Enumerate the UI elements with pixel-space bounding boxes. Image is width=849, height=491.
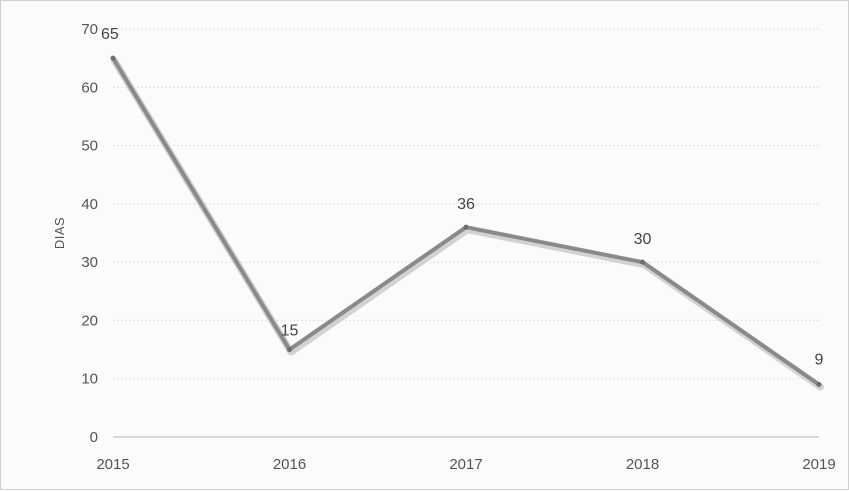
- data-point: [640, 259, 645, 265]
- data-point: [463, 224, 469, 230]
- data-point: [110, 55, 116, 61]
- x-tick-label: 2016: [273, 456, 306, 473]
- y-tick-label: 60: [81, 79, 98, 96]
- y-axis-label: DIAS: [52, 217, 67, 249]
- data-label: 30: [634, 231, 652, 248]
- y-tick-label: 50: [81, 138, 98, 155]
- y-tick-label: 40: [81, 196, 98, 213]
- y-axis-ticks: 0 10 20 30 40 50 60 70: [81, 21, 98, 446]
- series-line: [111, 56, 821, 387]
- data-label: 15: [281, 323, 299, 340]
- series-line-shadow: [111, 57, 824, 391]
- y-tick-label: 10: [81, 371, 98, 388]
- data-point: [287, 347, 292, 353]
- gridlines: [113, 28, 819, 438]
- data-label: 65: [101, 26, 119, 43]
- y-tick-label: 30: [81, 254, 98, 271]
- x-axis-ticks: 2015 2016 2017 2018 2019: [96, 456, 835, 473]
- x-tick-label: 2018: [626, 456, 659, 473]
- y-tick-label: 0: [90, 429, 98, 446]
- y-tick-label: 70: [81, 21, 98, 38]
- data-point: [816, 382, 822, 388]
- x-tick-label: 2019: [802, 456, 835, 473]
- x-tick-label: 2017: [449, 456, 482, 473]
- data-label: 9: [815, 352, 824, 369]
- y-tick-label: 20: [81, 312, 98, 329]
- data-label: 36: [457, 196, 475, 213]
- x-tick-label: 2015: [96, 456, 129, 473]
- series-group: [110, 55, 824, 391]
- data-labels: 65 15 36 30 9: [101, 26, 824, 369]
